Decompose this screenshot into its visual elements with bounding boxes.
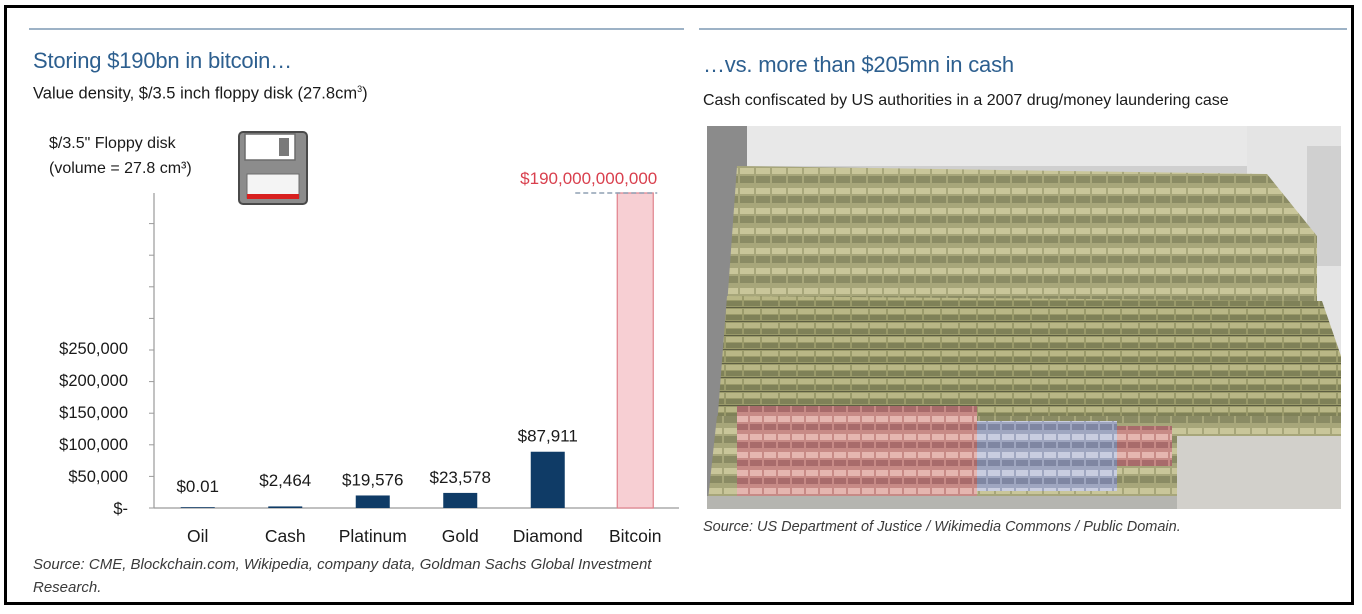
- right-title: …vs. more than $205mn in cash: [703, 52, 1014, 77]
- data-label-cash: $2,464: [259, 471, 311, 490]
- left-title: Storing $190bn in bitcoin…: [33, 48, 292, 73]
- left-source: Source: CME, Blockchain.com, Wikipedia, …: [33, 556, 652, 596]
- category-label-bitcoin: Bitcoin: [609, 526, 662, 546]
- y-tick-label: $150,000: [59, 404, 128, 422]
- data-label-platinum: $19,576: [342, 470, 403, 489]
- right-subtitle: Cash confiscated by US authorities in a …: [703, 92, 1229, 109]
- data-label-gold: $23,578: [430, 468, 491, 487]
- left-subtitle-text: Value density, $/3.5 inch floppy disk (2…: [33, 84, 358, 103]
- data-label-bitcoin: $190,000,000,000: [520, 169, 657, 188]
- category-label-oil: Oil: [187, 526, 208, 546]
- category-label-cash: Cash: [265, 526, 306, 546]
- bar-platinum: [355, 495, 390, 508]
- right-source: Source: US Department of Justice / Wikim…: [703, 519, 1181, 535]
- value-density-chart: $/3.5" Floppy disk (volume = 27.8 cm³) $…: [49, 131, 679, 546]
- axis-title-line2: (volume = 27.8 cm³): [49, 160, 192, 177]
- bar-cash: [268, 506, 303, 508]
- category-label-diamond: Diamond: [513, 526, 583, 546]
- left-subtitle-close: ): [362, 84, 368, 103]
- floppy-disk-icon: [238, 131, 308, 205]
- category-label-platinum: Platinum: [339, 526, 407, 546]
- axis-title-line1: $/3.5" Floppy disk: [49, 135, 177, 152]
- bar-diamond: [530, 451, 565, 508]
- left-top-rule: [29, 28, 684, 30]
- y-tick-label: $50,000: [68, 468, 128, 486]
- bar-oil: [180, 507, 215, 508]
- figure-frame: Storing $190bn in bitcoin… Value density…: [4, 5, 1354, 605]
- data-label-diamond: $87,911: [518, 427, 578, 446]
- bar-gold: [443, 492, 478, 508]
- y-tick-label: $100,000: [59, 436, 128, 454]
- data-label-oil: $0.01: [176, 477, 219, 496]
- y-tick-label: $-: [113, 500, 128, 518]
- cash-pile-illustration: [707, 126, 1341, 509]
- y-tick-label: $250,000: [59, 340, 128, 358]
- y-tick-label: $200,000: [59, 372, 128, 390]
- right-top-rule: [699, 28, 1347, 30]
- left-subtitle-sup: 3: [357, 84, 363, 94]
- bar-bitcoin: [616, 192, 654, 509]
- left-subtitle: Value density, $/3.5 inch floppy disk (2…: [33, 84, 368, 104]
- left-panel: Storing $190bn in bitcoin… Value density…: [29, 8, 684, 602]
- category-label-gold: Gold: [442, 526, 479, 546]
- right-panel: …vs. more than $205mn in cash Cash confi…: [699, 8, 1347, 602]
- cash-pile-photo: [707, 126, 1341, 509]
